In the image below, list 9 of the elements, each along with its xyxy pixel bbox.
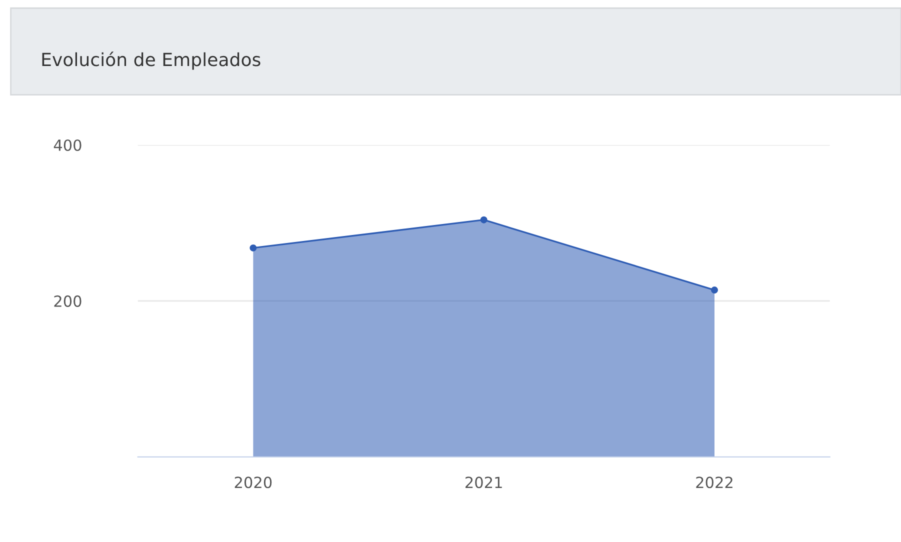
- x-tick-label: 2022: [696, 476, 732, 488]
- point: [480, 216, 488, 224]
- y-tick-label: 200: [54, 295, 82, 307]
- point: [250, 244, 257, 252]
- x-tick-label: 2020: [234, 476, 272, 488]
- chart-title: Evolución de Empleados: [42, 52, 260, 70]
- point: [711, 286, 718, 294]
- y-tick-label: 400: [54, 139, 82, 152]
- x-tick-label: 2021: [466, 476, 502, 488]
